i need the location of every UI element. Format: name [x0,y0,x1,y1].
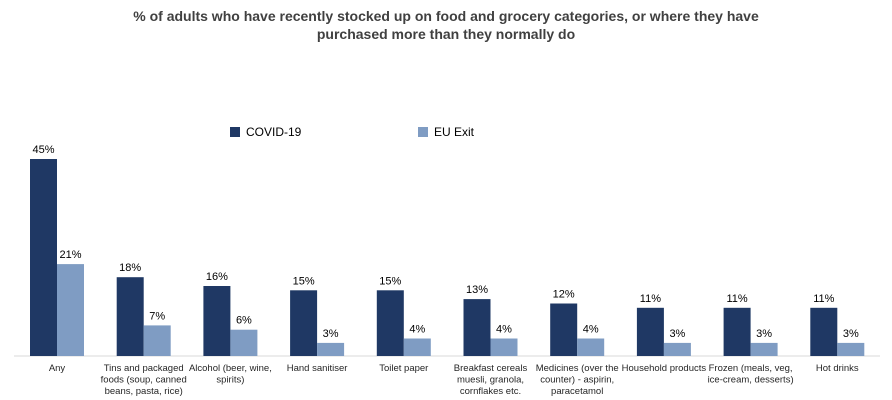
bar-eu-exit-tins-and-packaged-foods-soup-canned-beans-pasta-rice [143,325,171,356]
category-label-tins-and-packaged-foods-soup-canned-beans-pasta-rice-line-2: foods (soup, canned [101,375,187,386]
bar-covid-hot-drinks [810,307,838,356]
category-label-household-products: Household products [622,363,707,374]
value-label-covid-medicines-over-the-counter-aspirin-paracetamol: 12% [553,289,575,301]
value-label-covid-breakfast-cereals-muesli-granola-cornflakes-etc: 13% [466,284,488,296]
bar-covid-frozen-meals-veg-ice-cream-desserts [723,307,751,356]
bar-eu-exit-any [57,264,84,356]
category-label-toilet-paper: Toilet paper [379,363,428,374]
category-label-breakfast-cereals-muesli-granola-cornflakes-etc-line-2: muesli, granola, [457,375,524,386]
chart-title: % of adults who have recently stocked up… [133,8,759,42]
value-label-covid-alcohol-beer-wine-spirits: 16% [206,271,228,283]
value-label-covid-tins-and-packaged-foods-soup-canned-beans-pasta-rice: 18% [119,262,141,274]
bar-eu-exit-medicines-over-the-counter-aspirin-paracetamol [577,338,605,356]
bar-eu-exit-hand-sanitiser [317,342,345,356]
value-label-eu-exit-alcohol-beer-wine-spirits: 6% [236,315,252,327]
category-label-breakfast-cereals-muesli-granola-cornflakes-etc-line-1: Breakfast cereals [454,363,528,374]
value-label-eu-exit-tins-and-packaged-foods-soup-canned-beans-pasta-rice: 7% [149,310,165,322]
category-label-tins-and-packaged-foods-soup-canned-beans-pasta-rice-line-3: beans, pasta, rice) [105,386,183,397]
bar-covid-tins-and-packaged-foods-soup-canned-beans-pasta-rice [116,277,144,356]
value-label-eu-exit-any: 21% [59,249,81,261]
bar-eu-exit-frozen-meals-veg-ice-cream-desserts [750,342,778,356]
value-label-covid-hot-drinks: 11% [813,293,834,305]
legend-swatch-eu-exit [418,127,428,137]
value-label-covid-frozen-meals-veg-ice-cream-desserts: 11% [726,293,747,305]
category-label-medicines-over-the-counter-aspirin-paracetamol-line-1: Medicines (over the [536,363,619,374]
category-label-alcohol-beer-wine-spirits-line-2: spirits) [216,375,244,386]
value-label-covid-household-products: 11% [640,293,661,305]
bar-eu-exit-alcohol-beer-wine-spirits [230,329,258,356]
category-label-hand-sanitiser: Hand sanitiser [287,363,348,374]
category-label-medicines-over-the-counter-aspirin-paracetamol-line-3: paracetamol [551,386,603,397]
legend-label-covid: COVID-19 [246,125,302,139]
chart-title-line-2: purchased more than they normally do [317,26,575,42]
value-label-covid-hand-sanitiser: 15% [293,275,315,287]
bars [30,159,865,356]
category-label-alcohol-beer-wine-spirits-line-1: Alcohol (beer, wine, [189,363,272,374]
value-label-covid-toilet-paper: 15% [379,275,401,287]
value-label-eu-exit-household-products: 3% [669,328,685,340]
category-label-tins-and-packaged-foods-soup-canned-beans-pasta-rice-line-1: Tins and packaged [104,363,184,374]
chart-title-line-1: % of adults who have recently stocked up… [133,8,759,24]
category-label-hot-drinks: Hot drinks [816,363,859,374]
bar-eu-exit-household-products [663,342,691,356]
bar-eu-exit-toilet-paper [403,338,431,356]
value-label-eu-exit-hand-sanitiser: 3% [323,328,339,340]
value-label-eu-exit-toilet-paper: 4% [409,324,425,336]
category-label-frozen-meals-veg-ice-cream-desserts-line-2: ice-cream, desserts) [708,375,794,386]
legend-label-eu-exit: EU Exit [434,125,475,139]
bar-covid-toilet-paper [376,290,404,356]
category-label-breakfast-cereals-muesli-granola-cornflakes-etc-line-3: cornflakes etc. [460,386,521,397]
bar-covid-household-products [636,307,664,356]
legend: COVID-19 EU Exit [230,125,475,139]
value-label-eu-exit-hot-drinks: 3% [843,328,859,340]
bar-eu-exit-hot-drinks [837,342,865,356]
value-label-eu-exit-frozen-meals-veg-ice-cream-desserts: 3% [756,328,772,340]
category-label-medicines-over-the-counter-aspirin-paracetamol-line-2: counter) - aspirin, [540,375,614,386]
value-label-eu-exit-medicines-over-the-counter-aspirin-paracetamol: 4% [583,324,599,336]
value-label-covid-any: 45% [32,144,54,156]
category-label-any: Any [49,363,66,374]
bar-eu-exit-breakfast-cereals-muesli-granola-cornflakes-etc [490,338,518,356]
bar-covid-hand-sanitiser [290,290,318,356]
value-label-eu-exit-breakfast-cereals-muesli-granola-cornflakes-etc: 4% [496,324,512,336]
legend-swatch-covid [230,127,240,137]
value-labels: 45% 21% 18% 7% 16% 6% 15% 3% 15% 4% 13% 4% 12% 4% 11% 3… [32,144,858,340]
category-label-frozen-meals-veg-ice-cream-desserts-line-1: Frozen (meals, veg, [709,363,793,374]
bar-covid-medicines-over-the-counter-aspirin-paracetamol [550,303,578,356]
bar-covid-breakfast-cereals-muesli-granola-cornflakes-etc [463,299,491,356]
bar-covid-alcohol-beer-wine-spirits [203,286,231,356]
bar-covid-any [30,159,57,356]
